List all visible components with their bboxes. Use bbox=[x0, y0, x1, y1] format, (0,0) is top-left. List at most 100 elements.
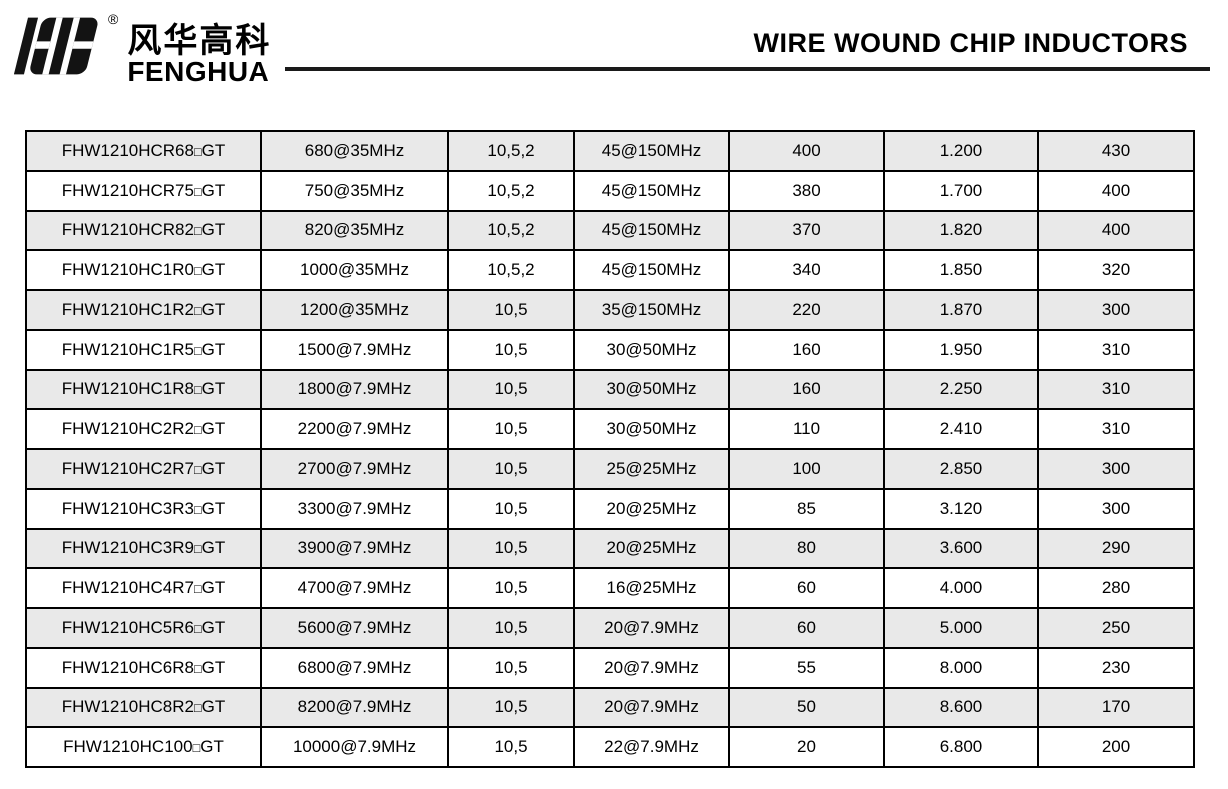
table-cell: 1000@35MHz bbox=[260, 249, 449, 291]
table-cell: 10,5 bbox=[447, 607, 575, 649]
table-cell: 10,5 bbox=[447, 527, 575, 570]
table-cell: 60 bbox=[728, 607, 885, 649]
tolerance-placeholder-square: □ bbox=[193, 461, 202, 477]
table-cell: 310 bbox=[1037, 328, 1195, 371]
table-row: FHW1210HC8R2□GT 8200@7.9MHz 10,5 20@7.9MHz 5… bbox=[25, 686, 1195, 729]
table-cell: 10,5,2 bbox=[447, 169, 575, 212]
table-cell: 8200@7.9MHz bbox=[260, 686, 449, 729]
table-cell: FHW1210HC1R8□GT bbox=[25, 368, 262, 411]
table-row: FHW1210HCR68□GT 680@35MHz 10,5,2 45@150MHz 4… bbox=[25, 130, 1195, 172]
table-cell: 300 bbox=[1037, 448, 1195, 490]
tolerance-placeholder-square: □ bbox=[193, 620, 202, 636]
table-cell: 1800@7.9MHz bbox=[260, 368, 449, 411]
table-cell: 3300@7.9MHz bbox=[260, 487, 449, 530]
table-row: FHW1210HC1R2□GT 1200@35MHz 10,5 35@150MHz 22… bbox=[25, 289, 1195, 331]
table-row: FHW1210HC3R9□GT 3900@7.9MHz 10,5 20@25MHz 80… bbox=[25, 527, 1195, 570]
table-cell: FHW1210HC100□GT bbox=[25, 726, 262, 768]
table-cell: 1.820 bbox=[883, 209, 1039, 252]
table-cell: 8.000 bbox=[883, 646, 1039, 689]
table-cell: 220 bbox=[728, 289, 885, 331]
inductor-spec-table-container: FHW1210HCR68□GT 680@35MHz 10,5,2 45@150MHz 4… bbox=[25, 130, 1195, 768]
tolerance-placeholder-square: □ bbox=[193, 302, 202, 318]
tolerance-placeholder-square: □ bbox=[193, 382, 202, 398]
logo-chinese-name: 风华高科 bbox=[127, 22, 272, 60]
table-row: FHW1210HC3R3□GT 3300@7.9MHz 10,5 20@25MHz 85… bbox=[25, 487, 1195, 530]
table-cell: FHW1210HCR75□GT bbox=[25, 169, 262, 212]
table-cell: 2.410 bbox=[883, 408, 1039, 450]
table-cell: 10,5,2 bbox=[447, 249, 575, 291]
tolerance-placeholder-square: □ bbox=[193, 700, 202, 716]
table-row: FHW1210HC1R5□GT 1500@7.9MHz 10,5 30@50MHz 16… bbox=[25, 328, 1195, 371]
table-cell: 60 bbox=[728, 567, 885, 609]
table-cell: 1500@7.9MHz bbox=[260, 328, 449, 371]
table-cell: 10,5 bbox=[447, 448, 575, 490]
tolerance-placeholder-square: □ bbox=[192, 740, 201, 756]
table-cell: 16@25MHz bbox=[573, 567, 730, 609]
table-cell: 25@25MHz bbox=[573, 448, 730, 490]
table-cell: 110 bbox=[728, 408, 885, 450]
table-cell: 5.000 bbox=[883, 607, 1039, 649]
table-cell: FHW1210HCR82□GT bbox=[25, 209, 262, 252]
table-cell: 20@25MHz bbox=[573, 487, 730, 530]
table-row: FHW1210HC2R2□GT 2200@7.9MHz 10,5 30@50MHz 11… bbox=[25, 408, 1195, 450]
table-cell: 10,5 bbox=[447, 289, 575, 331]
table-cell: 8.600 bbox=[883, 686, 1039, 729]
table-cell: 400 bbox=[1037, 169, 1195, 212]
header-rule bbox=[285, 67, 1210, 71]
table-cell: 10,5 bbox=[447, 686, 575, 729]
table-cell: 160 bbox=[728, 328, 885, 371]
table-cell: 1200@35MHz bbox=[260, 289, 449, 331]
fenghua-logo-mark-icon bbox=[14, 17, 98, 75]
table-cell: 30@50MHz bbox=[573, 328, 730, 371]
table-cell: 400 bbox=[1037, 209, 1195, 252]
registered-trademark-symbol: ® bbox=[108, 11, 119, 27]
table-cell: 100 bbox=[728, 448, 885, 490]
table-cell: FHW1210HC3R3□GT bbox=[25, 487, 262, 530]
table-cell: 340 bbox=[728, 249, 885, 291]
tolerance-placeholder-square: □ bbox=[193, 660, 202, 676]
table-cell: 10000@7.9MHz bbox=[260, 726, 449, 768]
table-cell: 30@50MHz bbox=[573, 368, 730, 411]
table-cell: 2700@7.9MHz bbox=[260, 448, 449, 490]
tolerance-placeholder-square: □ bbox=[193, 422, 202, 438]
table-cell: 10,5 bbox=[447, 328, 575, 371]
tolerance-placeholder-square: □ bbox=[193, 541, 202, 557]
table-row: FHW1210HCR82□GT 820@35MHz 10,5,2 45@150MHz 3… bbox=[25, 209, 1195, 252]
table-cell: 300 bbox=[1037, 487, 1195, 530]
tolerance-placeholder-square: □ bbox=[193, 263, 202, 279]
table-cell: 300 bbox=[1037, 289, 1195, 331]
table-cell: FHW1210HC6R8□GT bbox=[25, 646, 262, 689]
table-cell: 170 bbox=[1037, 686, 1195, 729]
table-cell: 280 bbox=[1037, 567, 1195, 609]
logo-latin-name: FENGHUA bbox=[127, 56, 270, 87]
table-cell: 45@150MHz bbox=[573, 249, 730, 291]
table-cell: 20@7.9MHz bbox=[573, 607, 730, 649]
table-cell: FHW1210HC2R7□GT bbox=[25, 448, 262, 490]
table-row: FHW1210HC1R8□GT 1800@7.9MHz 10,5 30@50MHz 16… bbox=[25, 368, 1195, 411]
table-cell: 310 bbox=[1037, 368, 1195, 411]
logo-text: 风华高科 FENGHUA bbox=[127, 22, 272, 87]
table-cell: 3.600 bbox=[883, 527, 1039, 570]
table-cell: 430 bbox=[1037, 130, 1195, 172]
table-cell: 2.250 bbox=[883, 368, 1039, 411]
table-cell: 20@25MHz bbox=[573, 527, 730, 570]
table-cell: 4700@7.9MHz bbox=[260, 567, 449, 609]
page-title: WIRE WOUND CHIP INDUCTORS bbox=[753, 28, 1188, 58]
table-cell: 6.800 bbox=[883, 726, 1039, 768]
table-row: FHW1210HC2R7□GT 2700@7.9MHz 10,5 25@25MHz 10… bbox=[25, 448, 1195, 490]
table-cell: 85 bbox=[728, 487, 885, 530]
table-cell: 80 bbox=[728, 527, 885, 570]
table-cell: 250 bbox=[1037, 607, 1195, 649]
table-cell: 10,5 bbox=[447, 646, 575, 689]
table-cell: 4.000 bbox=[883, 567, 1039, 609]
table-cell: 750@35MHz bbox=[260, 169, 449, 212]
table-cell: 10,5 bbox=[447, 408, 575, 450]
table-cell: 10,5 bbox=[447, 567, 575, 609]
tolerance-placeholder-square: □ bbox=[193, 183, 202, 199]
table-cell: 10,5,2 bbox=[447, 130, 575, 172]
table-cell: 1.700 bbox=[883, 169, 1039, 212]
table-cell: 230 bbox=[1037, 646, 1195, 689]
table-cell: 310 bbox=[1037, 408, 1195, 450]
table-cell: FHW1210HC3R9□GT bbox=[25, 527, 262, 570]
table-cell: 6800@7.9MHz bbox=[260, 646, 449, 689]
